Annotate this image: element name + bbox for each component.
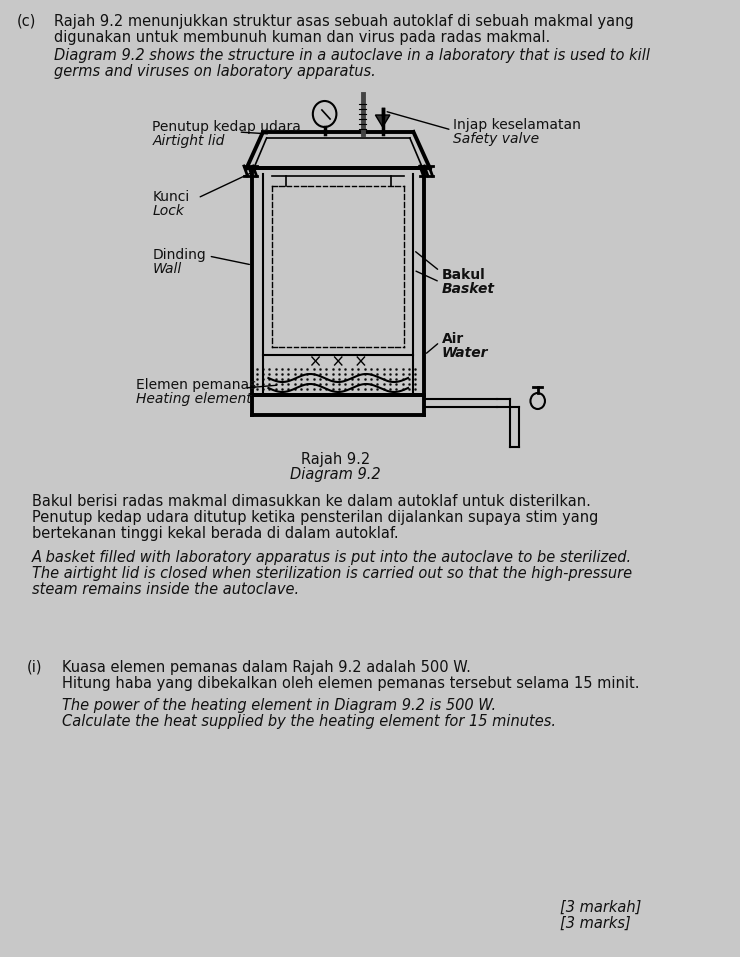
Text: germs and viruses on laboratory apparatus.: germs and viruses on laboratory apparatu…	[55, 64, 376, 79]
Text: Elemen pemanas: Elemen pemanas	[136, 378, 256, 392]
Text: Diagram 9.2: Diagram 9.2	[290, 467, 381, 482]
Text: Airtight lid: Airtight lid	[152, 134, 225, 148]
Text: Rajah 9.2 menunjukkan struktur asas sebuah autoklaf di sebuah makmal yang: Rajah 9.2 menunjukkan struktur asas sebu…	[55, 14, 634, 29]
Text: Air: Air	[442, 332, 464, 346]
Text: Diagram 9.2 shows the structure in a autoclave in a laboratory that is used to k: Diagram 9.2 shows the structure in a aut…	[55, 48, 650, 63]
Text: Penutup kedap udara ditutup ketika pensterilan dijalankan supaya stim yang: Penutup kedap udara ditutup ketika penst…	[32, 510, 598, 525]
Text: Dinding: Dinding	[152, 248, 206, 262]
Text: Water: Water	[442, 346, 488, 360]
Text: Calculate the heat supplied by the heating element for 15 minutes.: Calculate the heat supplied by the heati…	[61, 714, 556, 729]
Text: Basket: Basket	[442, 282, 494, 296]
Text: (c): (c)	[16, 14, 36, 29]
Text: [3 markah]: [3 markah]	[560, 900, 642, 915]
Text: bertekanan tinggi kekal berada di dalam autoklaf.: bertekanan tinggi kekal berada di dalam …	[32, 526, 398, 541]
Text: Penutup kedap udara: Penutup kedap udara	[152, 120, 301, 134]
Text: The power of the heating element in Diagram 9.2 is 500 W.: The power of the heating element in Diag…	[61, 698, 496, 713]
Text: Wall: Wall	[152, 262, 181, 276]
Text: (i): (i)	[27, 660, 43, 675]
Text: Hitung haba yang dibekalkan oleh elemen pemanas tersebut selama 15 minit.: Hitung haba yang dibekalkan oleh elemen …	[61, 676, 639, 691]
Text: digunakan untuk membunuh kuman dan virus pada radas makmal.: digunakan untuk membunuh kuman dan virus…	[55, 30, 551, 45]
Text: Kunci: Kunci	[152, 190, 189, 204]
Text: Bakul: Bakul	[442, 268, 485, 282]
Text: A basket filled with laboratory apparatus is put into the autoclave to be steril: A basket filled with laboratory apparatu…	[32, 550, 632, 565]
Text: Rajah 9.2: Rajah 9.2	[301, 452, 370, 467]
Text: Kuasa elemen pemanas dalam Rajah 9.2 adalah 500 W.: Kuasa elemen pemanas dalam Rajah 9.2 ada…	[61, 660, 471, 675]
Text: steam remains inside the autoclave.: steam remains inside the autoclave.	[32, 582, 299, 597]
Text: Safety valve: Safety valve	[454, 132, 539, 146]
Text: Injap keselamatan: Injap keselamatan	[454, 118, 581, 132]
Text: Bakul berisi radas makmal dimasukkan ke dalam autoklaf untuk disterilkan.: Bakul berisi radas makmal dimasukkan ke …	[32, 494, 591, 509]
Text: Lock: Lock	[152, 204, 184, 218]
Text: [3 marks]: [3 marks]	[560, 916, 631, 931]
Text: The airtight lid is closed when sterilization is carried out so that the high-pr: The airtight lid is closed when steriliz…	[32, 566, 632, 581]
Text: Heating element: Heating element	[136, 392, 252, 406]
Polygon shape	[375, 115, 390, 127]
